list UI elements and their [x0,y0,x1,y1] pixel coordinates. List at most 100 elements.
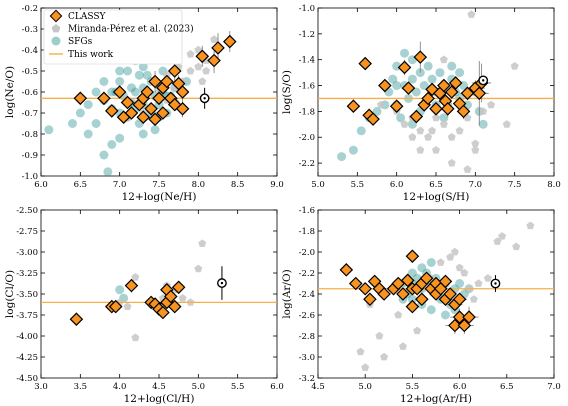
panel-ne-o-ytick-label: -0.5 [22,67,38,77]
panel-ar-o-sfg-point [455,279,465,288]
panel-ne-o-classy-point [207,53,221,68]
panel-ne-o-classy-point [148,74,162,89]
panel-s-o-xtick-label: 8.0 [547,180,561,190]
panel-s-o-miranda-point [432,113,440,122]
panel-cl-o-ytick-label: -4.50 [16,374,38,384]
legend-classy-marker [49,9,63,23]
panel-s-o-sfg-point [407,74,417,84]
panel-ar-o-sfg-point [440,310,450,320]
panel-ar-o-sfg-point [417,263,427,273]
panel-ar-o-classy-point [462,310,476,324]
panel-ar-o-sfg-point [407,294,417,304]
panel-s-o-sfg-point [348,145,358,155]
panel-s-o-miranda-point [416,126,425,135]
panel-s-o-plot-area [318,10,554,173]
panel-cl-o-ytick-label: -3.50 [16,290,38,300]
panel-s-o-classy-point [346,99,361,114]
legend-miranda-marker [51,24,61,33]
panel-ne-o-ytick-label: -0.9 [22,151,38,161]
panel-s-o-sfg-point [400,48,410,58]
panel-s-o-sfg-point [337,152,347,162]
panel-s-o-xlabel: 12+log(S/H) [403,191,470,203]
panel-ar-o-sfg-point [426,258,436,267]
panel-s-o-classy-point [448,76,463,90]
panel-ne-o-xtick-label: 8.0 [192,180,206,190]
panel-ar-o-miranda-point [474,279,483,287]
panel-s-o-sfg-point [478,119,488,129]
panel-cl-o-classy-point [167,299,182,314]
panel-cl-o-sfg-point [115,285,125,295]
panel-cl-o-ytick-label: -4.25 [16,353,38,363]
panel-ar-o-miranda-point [512,242,521,251]
panel-cl-o-classy-point [108,299,123,314]
panel-ne-o-ytick-label: -0.4 [22,46,38,56]
panel-ar-o-ytick-label: -3.0 [299,353,315,363]
panel-s-o-ytick-label: -1.0 [299,4,315,14]
panel-ar-o-miranda-point [469,295,478,303]
panel-ar-o-miranda-point [450,247,459,256]
panel-ar-o-classy-point [443,287,457,301]
panel-cl-o-ytick-label: -4.00 [16,332,38,342]
panel-ne-o-sfg-point [91,87,101,97]
panel-cl-o-miranda-point [123,302,132,310]
panel-s-o-sfg-point [455,68,465,78]
panel-cl-o-miranda-point [131,333,140,342]
panel-ar-o-sfg-point [426,305,436,315]
panel-s-o-classy-point [437,78,451,93]
panel-ar-o-xlabel: 12+log(Ar/H) [400,393,472,405]
panel-cl-o-plot-area [41,239,277,342]
panel-ar-o-miranda-point [526,221,535,230]
panel-ne-o-classy-point [211,41,225,55]
panel-s-o-miranda-point [487,100,496,109]
panel-ne-o-classy-point [167,64,182,78]
panel-s-o-classy-point [444,85,459,99]
panel-s-o-sfg-point [407,119,417,129]
panel-s-o-sfg-point [356,126,366,136]
legend-classy-label: CLASSY [68,12,107,22]
panel-s-o-sfg-point [396,113,406,123]
panel-ne-o-sfg-point [99,77,109,86]
panel-ne-o-classy-point [140,85,154,99]
panel-ne-o-classy-point [73,91,88,106]
panel-ar-o-ytick-label: -2.6 [299,311,315,321]
panel-ne-o-sfg-point [138,129,148,139]
panel-ar-o-classy-point [339,263,354,277]
panel-cl-o-miranda-point [178,294,187,302]
panel-cl-o-classy-point [69,312,84,326]
panel-ne-o-sfg-point [115,133,125,143]
panel-ne-o-sfg-point [115,66,125,76]
panel-ne-o-classy-point [160,74,174,89]
panel-cl-o-ylabel: log(Cl/O) [4,270,16,318]
panel-ar-o-classy-point [405,299,420,314]
panel-ar-o-miranda-point [446,253,455,261]
panel-ne-o-classy-point [112,85,127,99]
panel-s-o-miranda-point [479,107,488,115]
panel-s-o-classy-point [401,81,416,95]
panel-s-o-classy-point [460,86,475,101]
panel-ar-o-miranda-point [460,268,469,277]
panel-ar-o-classy-point [377,287,391,301]
panel-cl-o-xtick-label: 3.0 [34,382,48,392]
panel-s-o-xtick-label: 7.5 [508,180,522,190]
panel-ne-o-ytick-label: -0.7 [22,109,38,119]
panel-ar-o-xtick-label: 5.5 [406,382,420,392]
panel-cl-o-miranda-point [131,273,140,281]
panel-ar-o-xtick-label: 4.5 [311,382,325,392]
panel-ne-o-sfg-point [83,129,93,139]
panel-ar-o-miranda-point [455,263,464,272]
panel-ar-o-xtick-label: 5.0 [358,382,372,392]
panel-ne-o-miranda-point [186,66,195,75]
panel-ar-o-ytick-label: -2.4 [299,290,315,300]
panel-s-o-sfg-point [435,68,445,78]
panel-ar-o-miranda-point [394,310,403,319]
panel-ne-o-xtick-label: 8.5 [231,180,245,190]
panel-ne-o-xtick-label: 6.0 [34,180,48,190]
panel-ar-o-classy-point [405,249,420,263]
panel-ne-o-classy-point [136,110,151,124]
panel-ne-o-highlight-dot [203,97,206,100]
panel-ne-o-sfg-point [138,62,148,72]
panel-ar-o-miranda-point [483,274,492,282]
panel-ar-o-highlight-dot [494,282,497,285]
panel-ne-o-classy-point [195,49,210,64]
